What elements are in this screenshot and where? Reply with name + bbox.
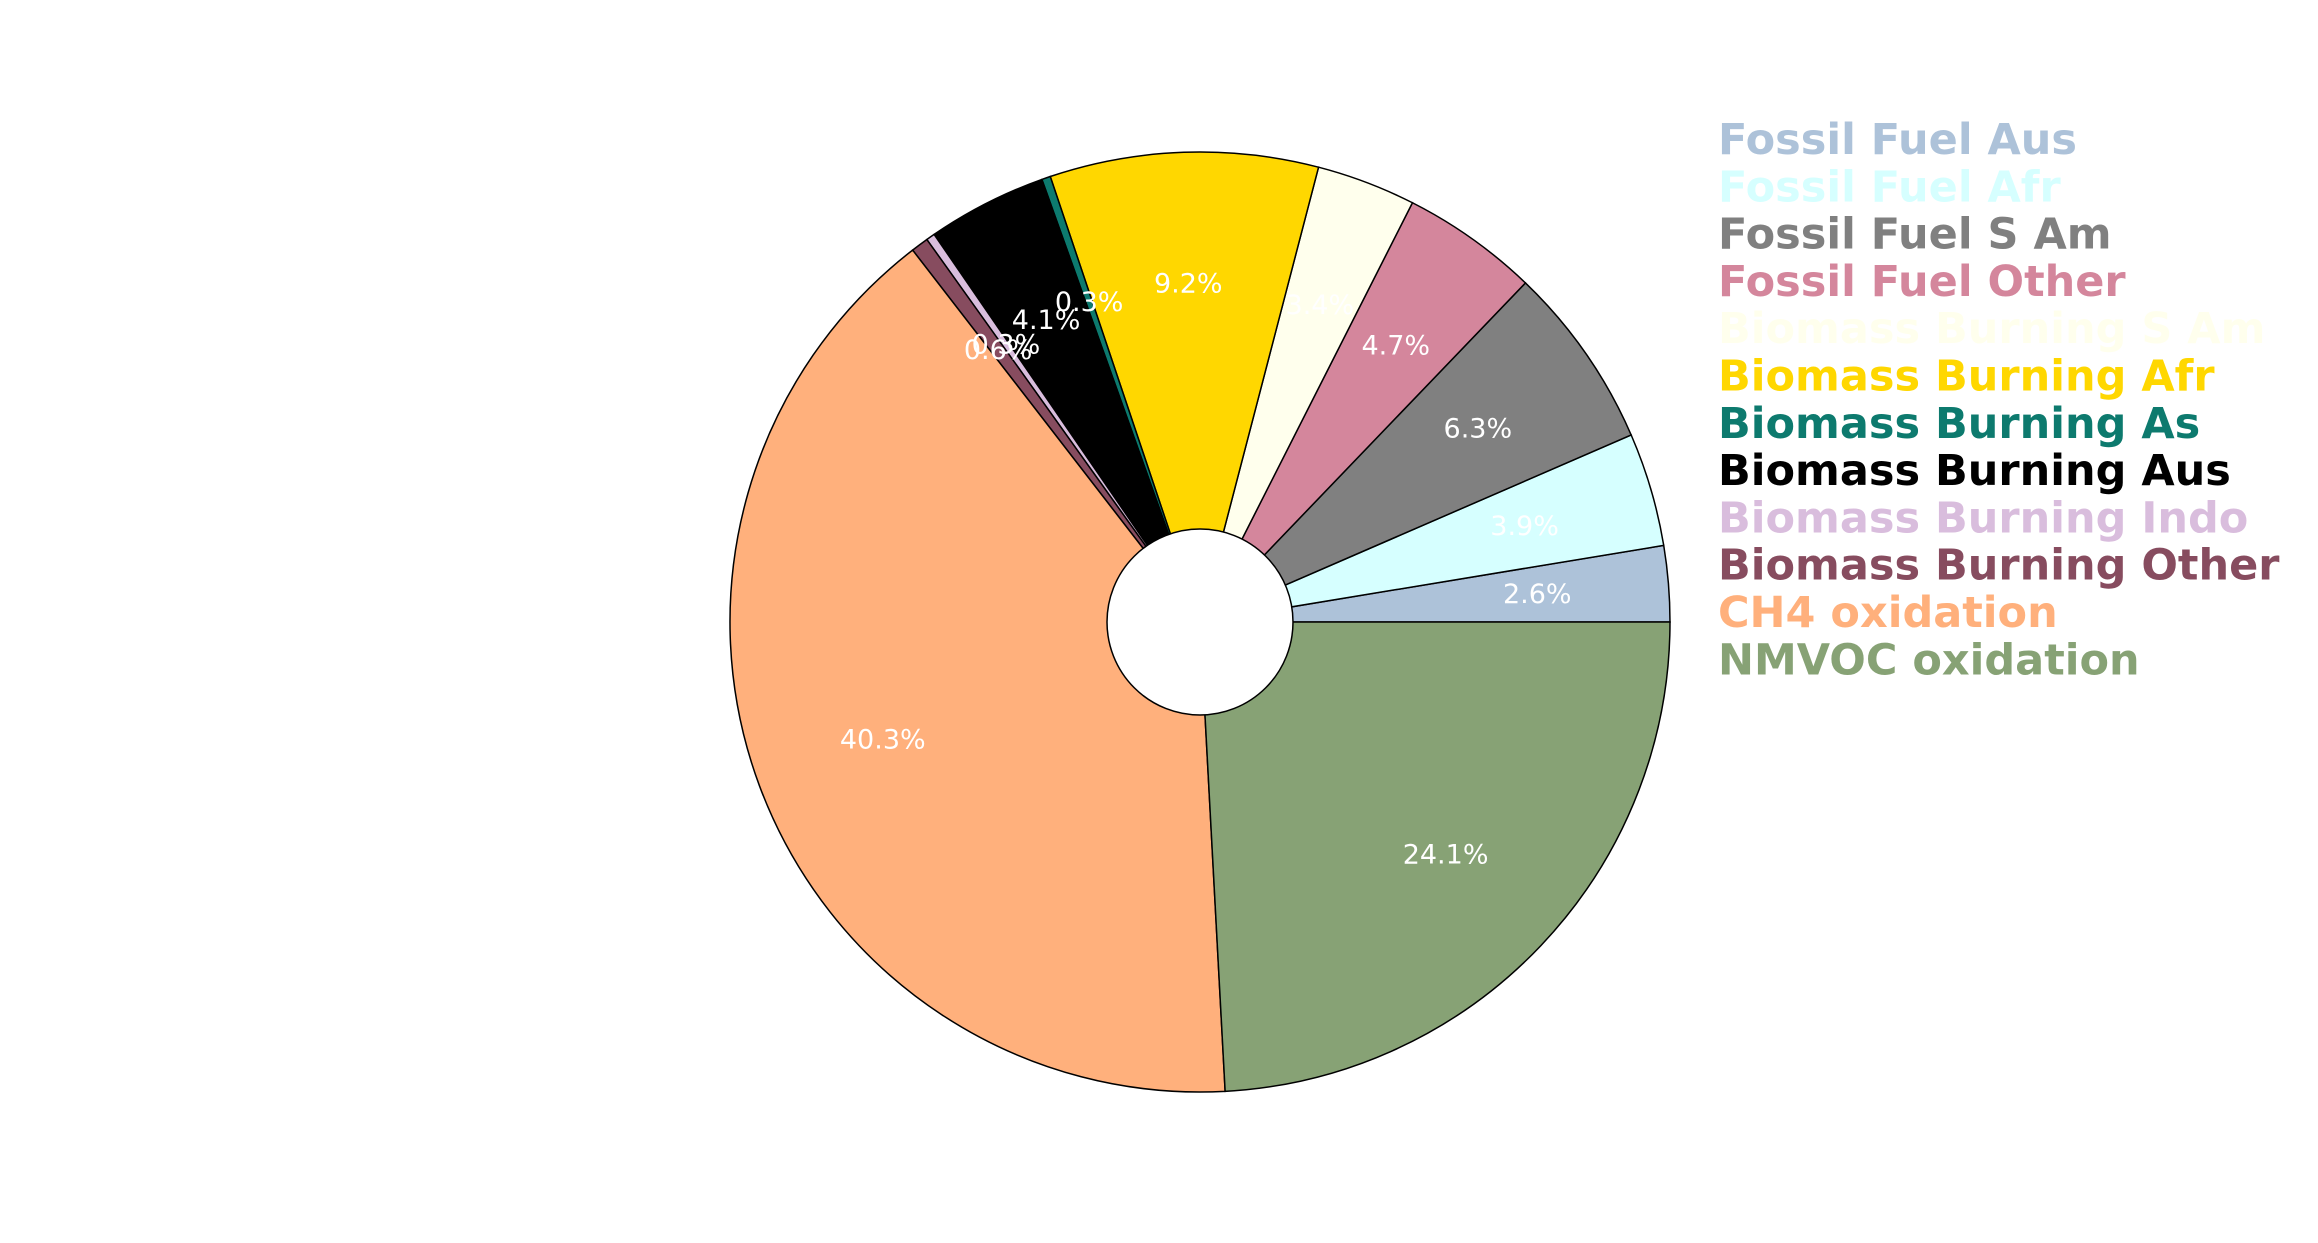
slice-label-fossil-fuel-s-am: 6.3% <box>1444 413 1513 444</box>
slice-fossil-fuel-s-am <box>1199 281 1633 623</box>
slice-label-biomass-burning-s-am: 3.4% <box>1286 290 1355 321</box>
slice-biomass-burning-afr <box>1049 151 1320 625</box>
slice-label-fossil-fuel-aus: 2.6% <box>1503 579 1572 610</box>
legend-entry-biomass-burning-as: Biomass Burning As <box>1718 399 2200 449</box>
donut-hole <box>1106 528 1294 716</box>
slice-labels: 2.6%3.9%6.3%4.7%3.4%9.2%0.3%4.1%0.3%0.6%… <box>840 268 1572 870</box>
slice-label-nmvoc-oxidation: 24.1% <box>1403 839 1489 870</box>
legend-entry-fossil-fuel-aus: Fossil Fuel Aus <box>1718 115 2077 165</box>
slice-ch4-oxidation <box>729 249 1226 1093</box>
legend-entry-biomass-burning-afr: Biomass Burning Afr <box>1718 352 2215 402</box>
slice-label-fossil-fuel-afr: 3.9% <box>1490 511 1559 542</box>
slice-label-biomass-burning-afr: 9.2% <box>1154 268 1223 299</box>
legend-entry-biomass-burning-aus: Biomass Burning Aus <box>1718 446 2231 496</box>
slice-label-biomass-burning-indo: 0.3% <box>972 329 1041 360</box>
slice-label-biomass-burning-aus: 4.1% <box>1012 305 1081 336</box>
legend-entry-fossil-fuel-other: Fossil Fuel Other <box>1718 257 2126 307</box>
slice-label-biomass-burning-other: 0.6% <box>964 335 1033 366</box>
legend-entry-biomass-burning-s-am: Biomass Burning S Am <box>1718 304 2265 354</box>
legend-entry-ch4-oxidation: CH4 oxidation <box>1718 588 2058 638</box>
slice-nmvoc-oxidation <box>1199 621 1671 1093</box>
slice-label-biomass-burning-as: 0.3% <box>1055 287 1124 318</box>
pie-slices <box>729 151 1671 1093</box>
legend-entry-fossil-fuel-afr: Fossil Fuel Afr <box>1718 162 2062 212</box>
legend-entry-biomass-burning-indo: Biomass Burning Indo <box>1718 493 2248 543</box>
legend-entry-biomass-burning-other: Biomass Burning Other <box>1718 541 2280 591</box>
slice-label-fossil-fuel-other: 4.7% <box>1361 330 1430 361</box>
slice-label-ch4-oxidation: 40.3% <box>840 724 926 755</box>
legend-entry-nmvoc-oxidation: NMVOC oxidation <box>1718 635 2140 685</box>
legend-entry-fossil-fuel-s-am: Fossil Fuel S Am <box>1718 210 2112 260</box>
